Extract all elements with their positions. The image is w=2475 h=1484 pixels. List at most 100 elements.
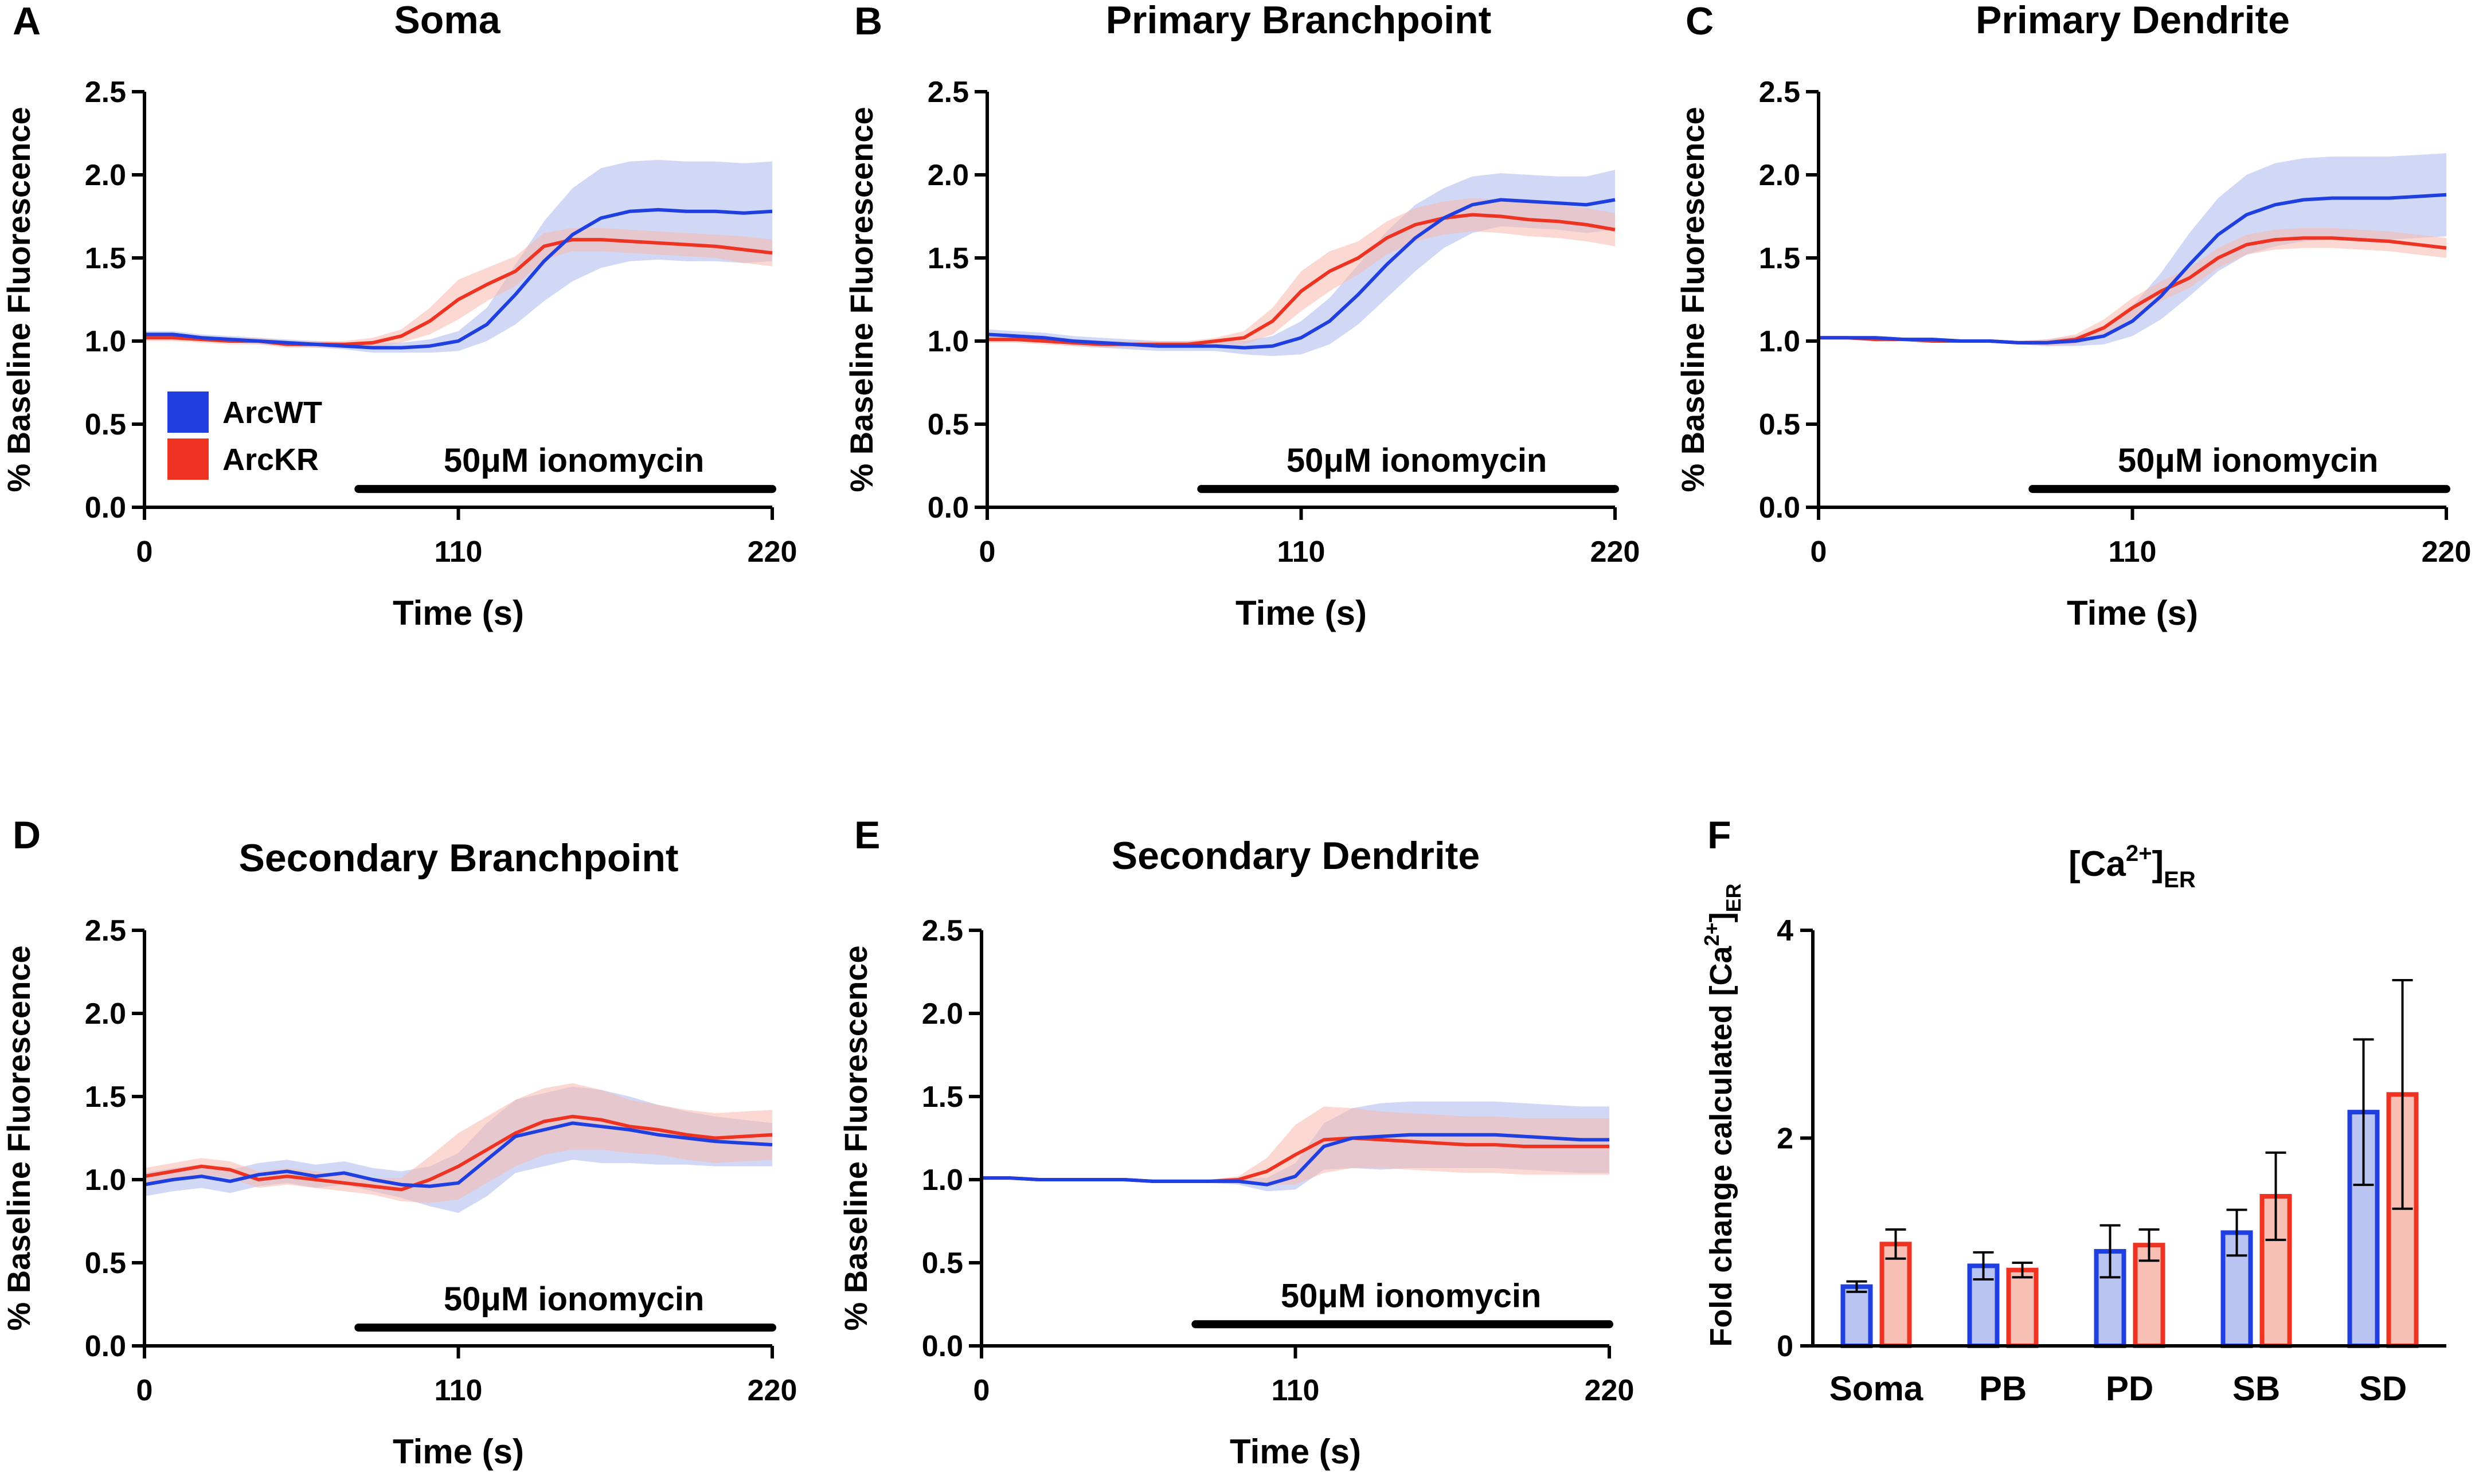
y-tick-label: 1.0: [85, 325, 126, 358]
legend-swatch-arcwt: [167, 391, 209, 433]
panel-b: B Primary Branchpoint 0.0 0.5 1.0 1.5 2.0 2.5 0…: [843, 0, 1640, 632]
y-tick-label: 2.5: [85, 76, 126, 109]
panel-f: F [Ca2+]ER Soma PB PD SB SD 0 2 4 Fold change cal…: [1700, 813, 2446, 1408]
y-tick-label: 0.0: [85, 1330, 126, 1363]
y-tick-label: 0.0: [1759, 491, 1800, 524]
x-tick-label: 220: [748, 1374, 797, 1407]
y-tick-label: 2.5: [85, 914, 126, 947]
series-line-arcwt: [144, 1121, 773, 1188]
error-band-arcwt: [144, 159, 772, 353]
y-tick-label: 1.0: [85, 1164, 126, 1197]
ionomycin-label: 50μM ionomycin: [2118, 442, 2378, 479]
x-tick-label: PD: [2106, 1369, 2153, 1408]
legend: ArcWT ArcKR: [167, 391, 322, 480]
y-tick-label: 1.5: [85, 242, 126, 275]
y-axis-label: Fold change calculated [Ca2+]ER: [1700, 883, 1745, 1346]
error-band-arcwt: [987, 170, 1615, 357]
y-tick-label: 0.5: [85, 408, 126, 441]
panel-letter-b: B: [854, 0, 882, 43]
error-band-arckr: [144, 228, 772, 348]
panel-c: C Primary Dendrite 0.0 0.5 1.0 1.5 2.0 2.5 0 110…: [1675, 0, 2471, 632]
y-axis-label: % Baseline Fluorescence: [1, 945, 37, 1330]
panel-letter-d: D: [13, 813, 41, 857]
chart-title: [Ca2+]ER: [2069, 841, 2196, 892]
y-tick-label: 2.0: [922, 997, 963, 1031]
error-band-arckr: [987, 198, 1615, 348]
x-axis-label: Time (s): [1230, 1432, 1361, 1471]
y-axis-label: % Baseline Fluorescence: [838, 945, 874, 1330]
y-axis-label: % Baseline Fluorescence: [1, 107, 37, 492]
y-tick-label: 1.5: [928, 242, 969, 275]
x-tick-label: 0: [136, 535, 153, 569]
y-tick-label: 2.0: [928, 159, 969, 192]
y-tick-label: 4: [1777, 914, 1793, 947]
series-line-arcwt: [1819, 193, 2447, 344]
x-tick-label: 0: [973, 1374, 990, 1407]
series-line-arcwt: [987, 198, 1616, 350]
chart-title: Secondary Branchpoint: [238, 836, 678, 880]
legend-swatch-arckr: [167, 438, 209, 480]
ionomycin-label: 50μM ionomycin: [444, 1281, 704, 1318]
y-tick-label: 0.5: [1759, 408, 1800, 441]
ionomycin-label: 50μM ionomycin: [1287, 442, 1547, 479]
panel-letter-c: C: [1686, 0, 1714, 43]
x-tick-label: SB: [2232, 1369, 2280, 1408]
y-tick-label: 1.5: [85, 1080, 126, 1114]
x-tick-label: Soma: [1829, 1369, 1923, 1408]
panel-d: D Secondary Branchpoint 0.0 0.5 1.0 1.5 2.0 2.…: [1, 813, 797, 1471]
x-tick-label: 220: [748, 535, 797, 569]
y-tick-label: 0.0: [928, 491, 969, 524]
y-tick-label: 0: [1777, 1330, 1793, 1363]
x-tick-label: 110: [1272, 1374, 1320, 1407]
y-axis-label: % Baseline Fluorescence: [843, 107, 879, 492]
bar-arckr: [2259, 1194, 2292, 1348]
x-axis-label: Time (s): [393, 1432, 524, 1471]
y-tick-label: 2.5: [928, 76, 969, 109]
y-tick-label: 0.5: [922, 1247, 963, 1280]
x-tick-label: SD: [2359, 1369, 2407, 1408]
x-tick-label: PB: [1979, 1369, 2027, 1408]
panel-e: E Secondary Dendrite 0.0 0.5 1.0 1.5 2.0 2.5 0 1…: [838, 813, 1634, 1471]
x-tick-label: 220: [2422, 535, 2472, 569]
y-tick-label: 2.0: [85, 997, 126, 1031]
ionomycin-label: 50μM ionomycin: [1281, 1277, 1541, 1314]
chart-title: Primary Dendrite: [1976, 0, 2290, 42]
x-tick-label: 0: [979, 535, 996, 569]
x-tick-label: 110: [435, 1374, 483, 1407]
x-axis-label: Time (s): [1235, 594, 1367, 632]
panel-a: A Soma 0.0 0.5 1.0 1.5 2.0 2.5 0 110 220 Time (s)%…: [1, 0, 797, 632]
x-tick-label: 110: [2109, 535, 2157, 569]
y-tick-label: 2.5: [1759, 76, 1800, 109]
y-tick-label: 1.0: [922, 1164, 963, 1197]
x-tick-label: 110: [435, 535, 483, 569]
x-tick-label: 110: [1277, 535, 1326, 569]
x-tick-label: 0: [136, 1374, 153, 1407]
x-axis-label: Time (s): [2067, 594, 2198, 632]
series-line-arcwt: [982, 1133, 1609, 1187]
error-band-arckr: [982, 1106, 1609, 1185]
y-tick-label: 0.5: [928, 408, 969, 441]
ionomycin-label: 50μM ionomycin: [444, 442, 704, 479]
bar-arcwt: [1840, 1284, 1873, 1348]
x-axis-label: Time (s): [393, 594, 524, 632]
y-tick-label: 1.5: [922, 1080, 963, 1114]
x-tick-label: 220: [1585, 1374, 1635, 1407]
panel-letter-e: E: [854, 813, 880, 857]
y-tick-label: 1.5: [1759, 242, 1800, 275]
y-tick-label: 2.0: [1759, 159, 1800, 192]
y-tick-label: 0.0: [85, 491, 126, 524]
y-tick-label: 0.0: [922, 1330, 963, 1363]
y-tick-label: 0.5: [85, 1247, 126, 1280]
y-tick-label: 2.0: [85, 159, 126, 192]
y-tick-label: 1.0: [1759, 325, 1800, 358]
x-tick-label: 220: [1590, 535, 1640, 569]
series-line-arcwt: [144, 207, 773, 350]
panel-letter-f: F: [1707, 813, 1731, 857]
panel-letter-a: A: [13, 0, 41, 43]
chart-title: Primary Branchpoint: [1106, 0, 1492, 42]
y-tick-label: 1.0: [928, 325, 969, 358]
chart-title: Soma: [394, 0, 501, 42]
legend-label-arcwt: ArcWT: [222, 396, 322, 430]
bar-arckr: [2006, 1267, 2039, 1348]
